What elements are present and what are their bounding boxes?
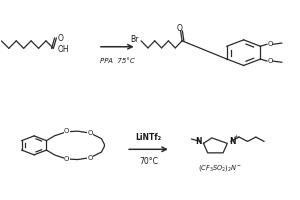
Text: 70°C: 70°C bbox=[139, 157, 158, 166]
Text: PPA  75°C: PPA 75°C bbox=[100, 58, 135, 64]
Text: N: N bbox=[229, 137, 236, 146]
Text: N: N bbox=[195, 137, 202, 146]
Text: O: O bbox=[268, 58, 273, 64]
Text: O: O bbox=[88, 155, 93, 161]
Text: O: O bbox=[268, 41, 273, 47]
Text: O: O bbox=[58, 34, 64, 43]
Text: $(CF_3SO_2)_2N^-$: $(CF_3SO_2)_2N^-$ bbox=[198, 163, 242, 173]
Text: Br: Br bbox=[130, 35, 139, 44]
Text: +: + bbox=[233, 134, 238, 139]
Text: O: O bbox=[64, 156, 69, 162]
Text: O: O bbox=[177, 24, 183, 33]
Text: LiNTf₂: LiNTf₂ bbox=[136, 133, 162, 142]
Text: O: O bbox=[88, 130, 93, 136]
Text: OH: OH bbox=[58, 45, 69, 54]
Text: O: O bbox=[64, 128, 69, 134]
